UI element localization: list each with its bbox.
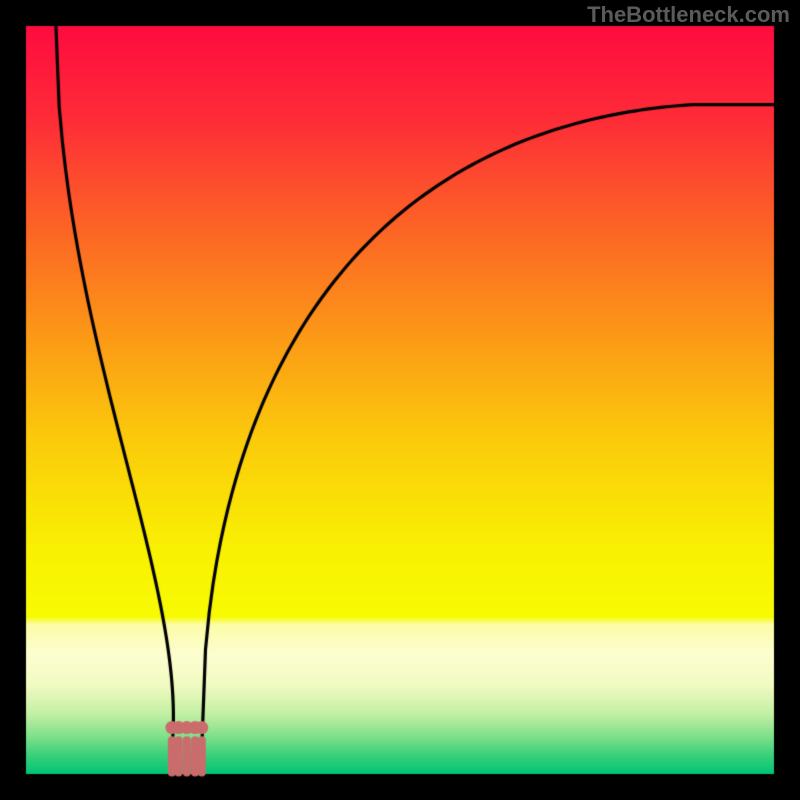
chart-root: TheBottleneck.com xyxy=(0,0,800,800)
bottleneck-plot-canvas xyxy=(0,0,800,800)
watermark-label: TheBottleneck.com xyxy=(587,2,790,28)
